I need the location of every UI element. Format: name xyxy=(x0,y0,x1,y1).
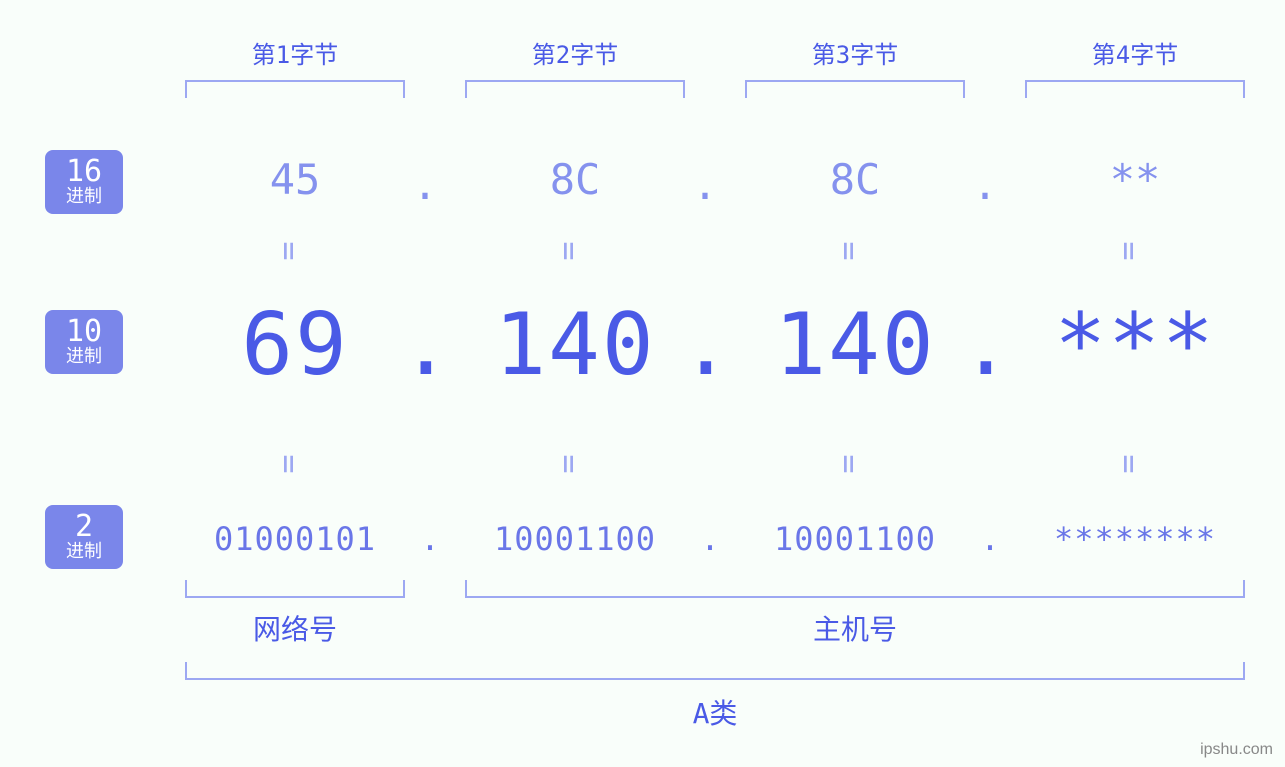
top-bracket-1 xyxy=(185,80,405,98)
badge-bin: 2 进制 xyxy=(45,505,123,569)
dec-val-1: 69 xyxy=(180,295,410,395)
eq-icon: = xyxy=(831,241,869,260)
badge-dec-num: 10 xyxy=(55,316,113,348)
bin-val-1: 01000101 xyxy=(180,520,410,558)
host-bracket xyxy=(465,580,1245,598)
hex-dot-2: . xyxy=(685,160,725,209)
top-bracket-4 xyxy=(1025,80,1245,98)
dec-val-2: 140 xyxy=(460,295,690,395)
host-label: 主机号 xyxy=(460,608,1250,648)
badge-dec-sub: 进制 xyxy=(55,348,113,367)
dec-dot-3: . xyxy=(960,295,1010,395)
badge-bin-sub: 进制 xyxy=(55,543,113,562)
byte-label-2: 第2字节 xyxy=(460,35,690,70)
badge-hex: 16 进制 xyxy=(45,150,123,214)
class-label: A类 xyxy=(180,692,1250,732)
hex-val-3: 8C xyxy=(740,155,970,204)
eq-icon: = xyxy=(551,454,589,473)
dec-dot-2: . xyxy=(680,295,730,395)
bin-dot-2: . xyxy=(690,520,730,558)
badge-bin-num: 2 xyxy=(55,511,113,543)
hex-val-4: ** xyxy=(1020,155,1250,204)
bin-val-2: 10001100 xyxy=(460,520,690,558)
hex-val-2: 8C xyxy=(460,155,690,204)
eq-icon: = xyxy=(1111,241,1149,260)
hex-val-1: 45 xyxy=(180,155,410,204)
badge-dec: 10 进制 xyxy=(45,310,123,374)
eq-icon: = xyxy=(551,241,589,260)
bin-val-3: 10001100 xyxy=(740,520,970,558)
class-bracket xyxy=(185,662,1245,680)
eq-icon: = xyxy=(1111,454,1149,473)
dec-val-4: *** xyxy=(1020,295,1250,395)
byte-label-3: 第3字节 xyxy=(740,35,970,70)
eq-icon: = xyxy=(271,241,309,260)
bin-val-4: ******** xyxy=(1020,520,1250,558)
hex-dot-3: . xyxy=(965,160,1005,209)
badge-hex-num: 16 xyxy=(55,156,113,188)
network-label: 网络号 xyxy=(180,608,410,648)
top-bracket-2 xyxy=(465,80,685,98)
eq-icon: = xyxy=(271,454,309,473)
watermark: ipshu.com xyxy=(1200,741,1273,759)
dec-val-3: 140 xyxy=(740,295,970,395)
top-bracket-3 xyxy=(745,80,965,98)
eq-icon: = xyxy=(831,454,869,473)
bin-dot-1: . xyxy=(410,520,450,558)
bin-dot-3: . xyxy=(970,520,1010,558)
hex-dot-1: . xyxy=(405,160,445,209)
network-bracket xyxy=(185,580,405,598)
byte-label-4: 第4字节 xyxy=(1020,35,1250,70)
byte-label-1: 第1字节 xyxy=(180,35,410,70)
badge-hex-sub: 进制 xyxy=(55,188,113,207)
dec-dot-1: . xyxy=(400,295,450,395)
